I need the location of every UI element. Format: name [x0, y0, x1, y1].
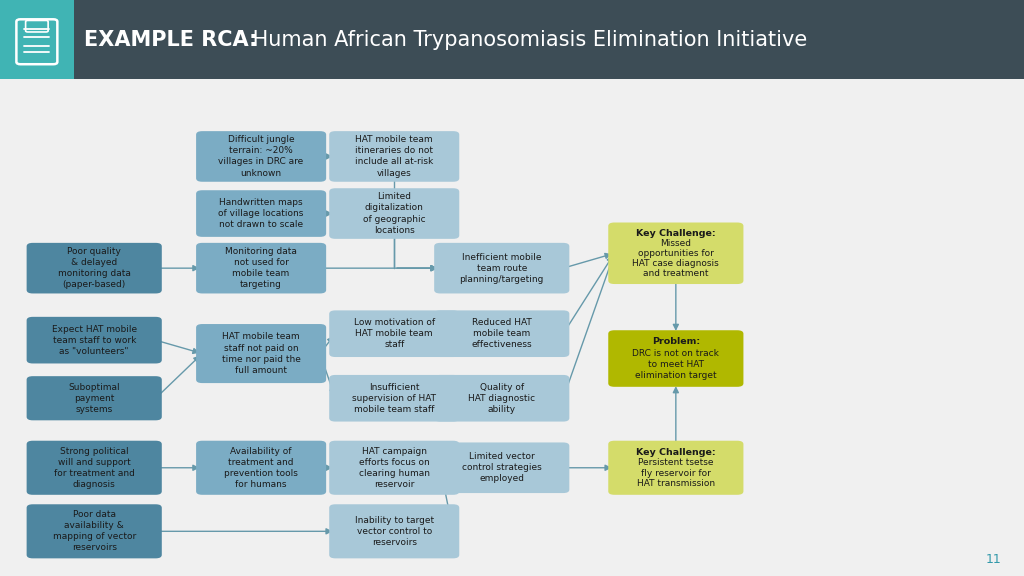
Text: and treatment: and treatment: [643, 268, 709, 278]
FancyBboxPatch shape: [16, 19, 57, 64]
FancyBboxPatch shape: [330, 188, 459, 239]
FancyBboxPatch shape: [27, 504, 162, 558]
Text: Key Challenge:: Key Challenge:: [636, 229, 716, 238]
FancyBboxPatch shape: [27, 441, 162, 495]
Text: Inability to target
vector control to
reservoirs: Inability to target vector control to re…: [354, 516, 434, 547]
FancyBboxPatch shape: [434, 375, 569, 422]
Text: Quality of
HAT diagnostic
ability: Quality of HAT diagnostic ability: [468, 382, 536, 414]
Text: HAT campaign
efforts focus on
clearing human
reservoir: HAT campaign efforts focus on clearing h…: [358, 446, 430, 489]
FancyBboxPatch shape: [434, 243, 569, 293]
Text: fly reservoir for: fly reservoir for: [641, 468, 711, 478]
Text: Human African Trypanosomiasis Elimination Initiative: Human African Trypanosomiasis Eliminatio…: [246, 30, 807, 50]
Text: Problem:: Problem:: [652, 338, 699, 347]
Text: Suboptimal
payment
systems: Suboptimal payment systems: [69, 382, 120, 414]
FancyBboxPatch shape: [197, 243, 326, 293]
Text: Poor quality
& delayed
monitoring data
(paper-based): Poor quality & delayed monitoring data (…: [57, 247, 131, 289]
FancyBboxPatch shape: [330, 310, 459, 357]
Text: Missed: Missed: [660, 239, 691, 248]
Text: Insufficient
supervision of HAT
mobile team staff: Insufficient supervision of HAT mobile t…: [352, 382, 436, 414]
FancyBboxPatch shape: [26, 20, 48, 32]
FancyBboxPatch shape: [330, 131, 459, 182]
Text: Persistent tsetse: Persistent tsetse: [638, 458, 714, 467]
Text: HAT case diagnosis: HAT case diagnosis: [633, 259, 719, 268]
FancyBboxPatch shape: [197, 324, 326, 383]
FancyBboxPatch shape: [434, 310, 569, 357]
Text: Key Challenge:: Key Challenge:: [636, 448, 716, 457]
Text: EXAMPLE RCA:: EXAMPLE RCA:: [84, 30, 257, 50]
FancyBboxPatch shape: [27, 243, 162, 293]
FancyBboxPatch shape: [330, 441, 459, 495]
FancyBboxPatch shape: [197, 441, 326, 495]
Text: Monitoring data
not used for
mobile team
targeting: Monitoring data not used for mobile team…: [225, 247, 297, 289]
FancyBboxPatch shape: [27, 317, 162, 363]
Text: Handwritten maps
of village locations
not drawn to scale: Handwritten maps of village locations no…: [218, 198, 304, 229]
Text: opportunities for: opportunities for: [638, 249, 714, 258]
Text: Reduced HAT
mobile team
effectiveness: Reduced HAT mobile team effectiveness: [471, 318, 532, 349]
Text: Strong political
will and support
for treatment and
diagnosis: Strong political will and support for tr…: [54, 446, 134, 489]
Text: Difficult jungle
terrain: ~20%
villages in DRC are
unknown: Difficult jungle terrain: ~20% villages …: [218, 135, 304, 177]
Text: Limited
digitalization
of geographic
locations: Limited digitalization of geographic loc…: [362, 192, 426, 234]
FancyBboxPatch shape: [330, 375, 459, 422]
FancyBboxPatch shape: [197, 190, 326, 237]
FancyBboxPatch shape: [197, 131, 326, 182]
Text: Limited vector
control strategies
employed: Limited vector control strategies employ…: [462, 452, 542, 483]
Text: to meet HAT: to meet HAT: [648, 359, 703, 369]
Text: Availability of
treatment and
prevention tools
for humans: Availability of treatment and prevention…: [224, 446, 298, 489]
FancyBboxPatch shape: [608, 441, 743, 495]
Text: Expect HAT mobile
team staff to work
as "volunteers": Expect HAT mobile team staff to work as …: [51, 324, 137, 356]
Text: HAT mobile team
itineraries do not
include all at-risk
villages: HAT mobile team itineraries do not inclu…: [355, 135, 433, 177]
FancyBboxPatch shape: [608, 222, 743, 284]
Text: DRC is not on track: DRC is not on track: [633, 348, 719, 358]
Text: Poor data
availability &
mapping of vector
reservoirs: Poor data availability & mapping of vect…: [52, 510, 136, 552]
Text: HAT transmission: HAT transmission: [637, 479, 715, 488]
Text: Low motivation of
HAT mobile team
staff: Low motivation of HAT mobile team staff: [353, 318, 435, 349]
FancyBboxPatch shape: [608, 330, 743, 387]
Text: HAT mobile team
staff not paid on
time nor paid the
full amount: HAT mobile team staff not paid on time n…: [221, 332, 301, 375]
Text: Inefficient mobile
team route
planning/targeting: Inefficient mobile team route planning/t…: [460, 252, 544, 284]
FancyBboxPatch shape: [0, 0, 74, 79]
Text: elimination target: elimination target: [635, 370, 717, 380]
FancyBboxPatch shape: [330, 504, 459, 558]
FancyBboxPatch shape: [27, 376, 162, 420]
Text: 11: 11: [986, 552, 1001, 566]
FancyBboxPatch shape: [434, 442, 569, 493]
FancyBboxPatch shape: [0, 0, 1024, 79]
